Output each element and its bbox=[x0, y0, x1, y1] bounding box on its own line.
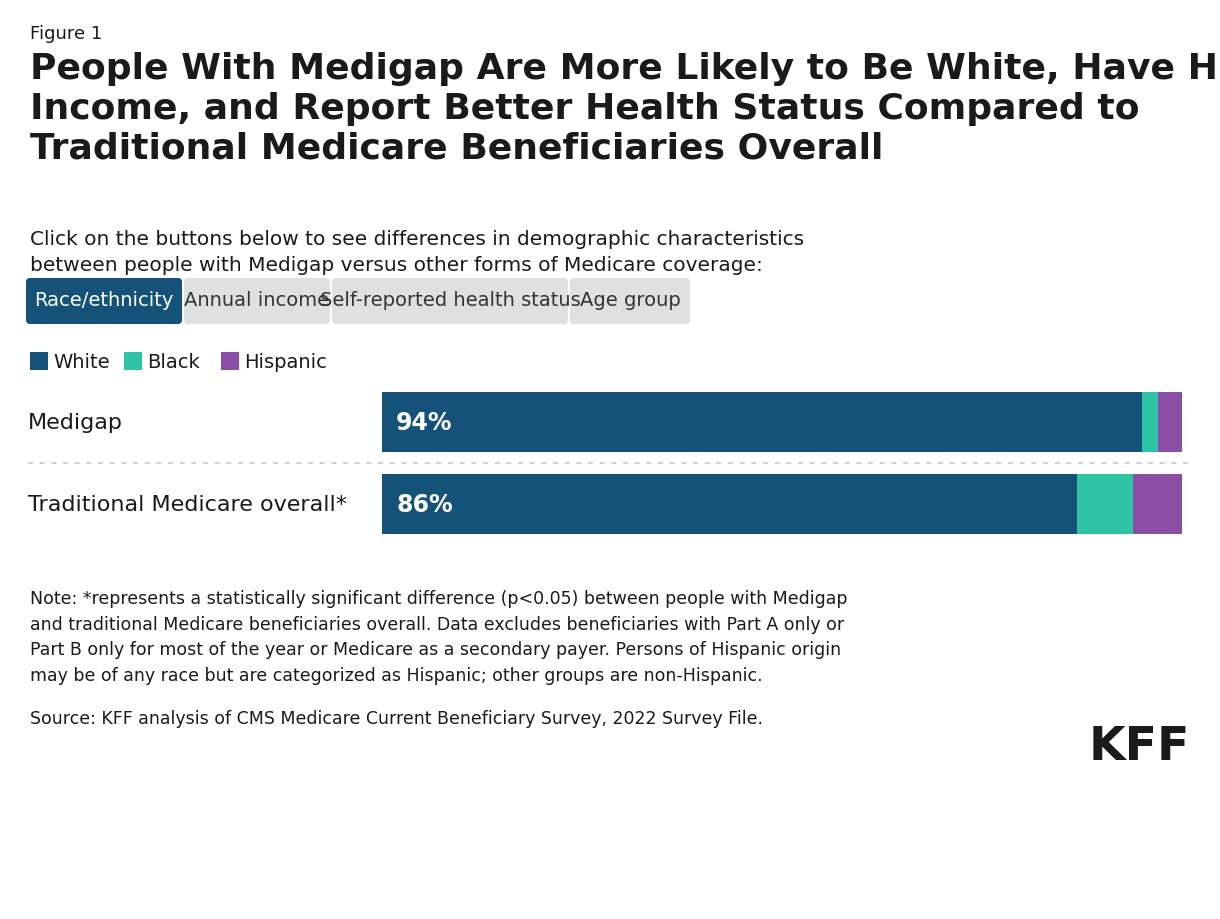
Bar bbox=[1142, 392, 1158, 452]
Text: Click on the buttons below to see differences in demographic characteristics
bet: Click on the buttons below to see differ… bbox=[30, 230, 804, 275]
Text: Traditional Medicare overall*: Traditional Medicare overall* bbox=[28, 494, 346, 515]
Bar bbox=[221, 353, 239, 370]
Bar bbox=[124, 353, 142, 370]
Text: Note: *represents a statistically significant difference (p<0.05) between people: Note: *represents a statistically signif… bbox=[30, 589, 848, 685]
Text: 86%: 86% bbox=[396, 493, 453, 516]
Bar bbox=[1133, 474, 1182, 535]
Text: 94%: 94% bbox=[396, 411, 453, 435]
FancyBboxPatch shape bbox=[570, 278, 691, 324]
Text: Source: KFF analysis of CMS Medicare Current Beneficiary Survey, 2022 Survey Fil: Source: KFF analysis of CMS Medicare Cur… bbox=[30, 709, 762, 727]
Text: People With Medigap Are More Likely to Be White, Have Higher
Income, and Report : People With Medigap Are More Likely to B… bbox=[30, 52, 1220, 165]
Text: Hispanic: Hispanic bbox=[244, 352, 327, 371]
Text: Self-reported health status: Self-reported health status bbox=[320, 291, 581, 311]
Bar bbox=[382, 474, 1077, 535]
Text: Race/ethnicity: Race/ethnicity bbox=[34, 291, 173, 311]
Text: Age group: Age group bbox=[580, 291, 681, 311]
Text: Figure 1: Figure 1 bbox=[30, 25, 102, 43]
FancyBboxPatch shape bbox=[184, 278, 329, 324]
Text: Annual income: Annual income bbox=[184, 291, 329, 311]
Text: KFF: KFF bbox=[1088, 724, 1190, 769]
Text: White: White bbox=[52, 352, 110, 371]
Bar bbox=[30, 353, 48, 370]
Text: Black: Black bbox=[146, 352, 200, 371]
Text: Medigap: Medigap bbox=[28, 413, 123, 433]
FancyBboxPatch shape bbox=[332, 278, 569, 324]
Bar bbox=[382, 392, 1142, 452]
FancyBboxPatch shape bbox=[26, 278, 182, 324]
Bar bbox=[1077, 474, 1133, 535]
Bar bbox=[1158, 392, 1182, 452]
